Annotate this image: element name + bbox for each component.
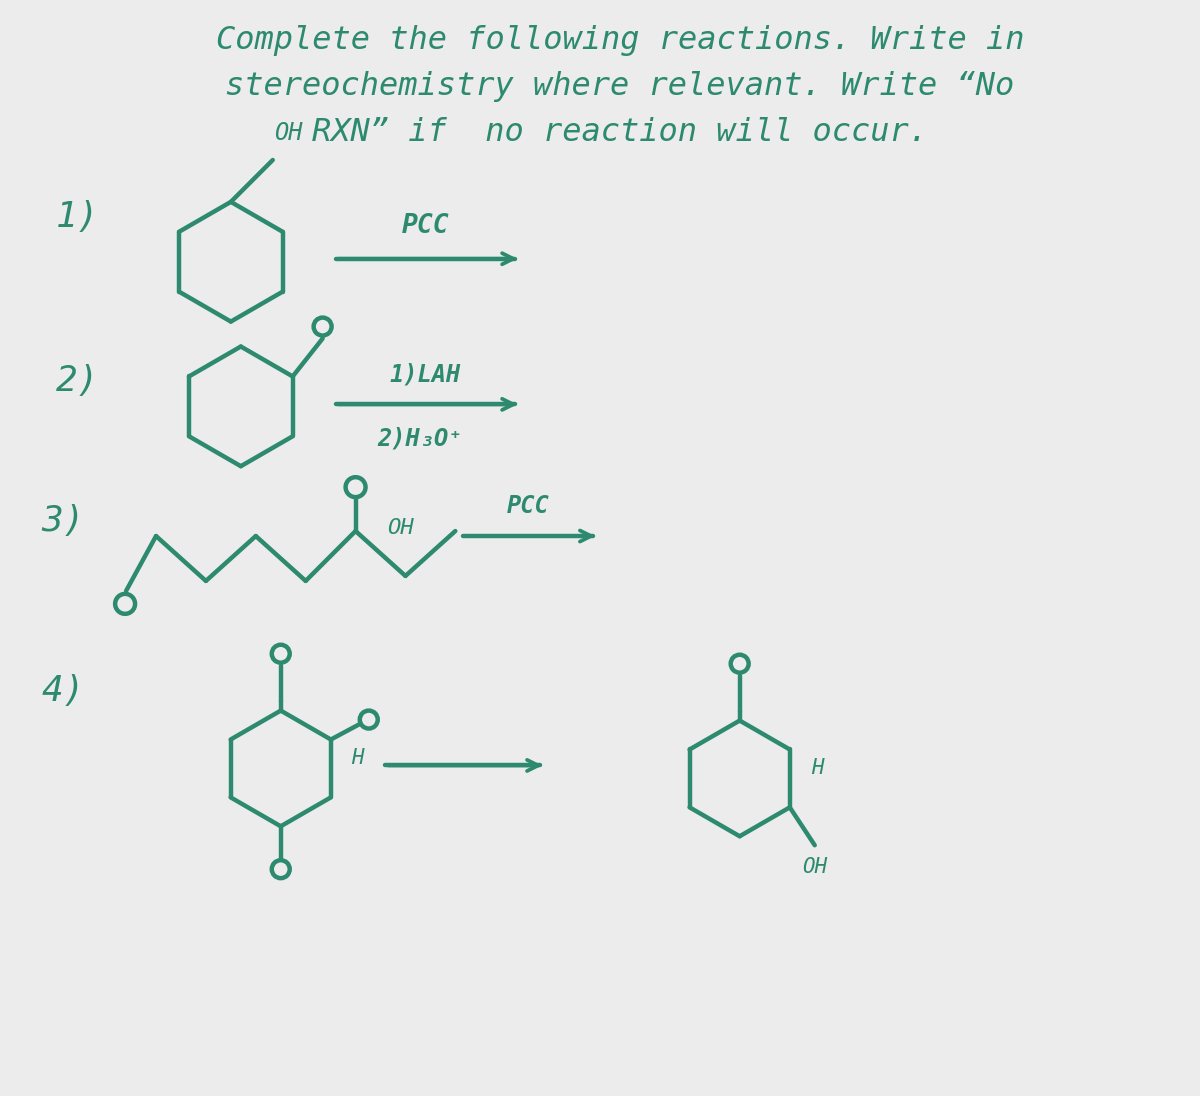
Text: 2): 2) xyxy=(56,365,100,399)
Text: 1)LAH: 1)LAH xyxy=(390,363,461,387)
Text: RXN” if  no reaction will occur.: RXN” if no reaction will occur. xyxy=(312,117,928,148)
Text: H: H xyxy=(811,758,824,778)
Text: 1): 1) xyxy=(56,199,100,233)
Text: PCC: PCC xyxy=(402,213,449,239)
Text: 3): 3) xyxy=(41,504,85,538)
Text: 2)H₃O⁺: 2)H₃O⁺ xyxy=(378,426,463,450)
Text: PCC: PCC xyxy=(506,494,550,518)
Text: stereochemistry where relevant. Write “No: stereochemistry where relevant. Write “N… xyxy=(226,71,1014,102)
Text: H: H xyxy=(350,749,364,768)
Text: OH: OH xyxy=(802,857,827,877)
Text: Complete the following reactions. Write in: Complete the following reactions. Write … xyxy=(216,25,1025,56)
Text: 4): 4) xyxy=(41,674,85,708)
Text: OH: OH xyxy=(388,518,414,538)
Text: OH: OH xyxy=(274,121,302,145)
